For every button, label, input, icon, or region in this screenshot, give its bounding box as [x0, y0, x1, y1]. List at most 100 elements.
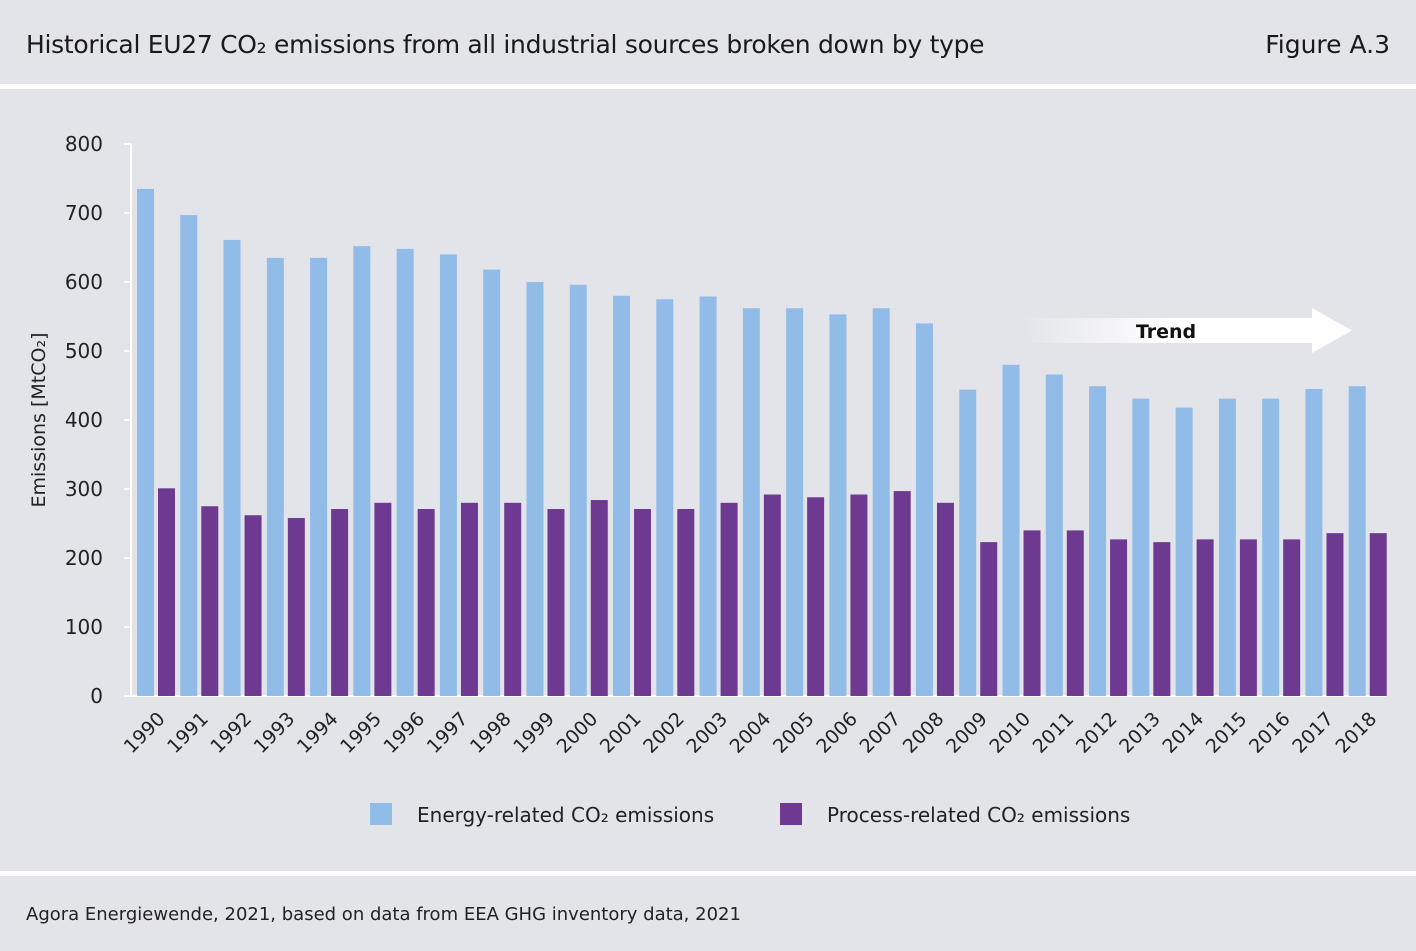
- bar-process: [677, 509, 695, 696]
- trend-annotation: Trend: [1020, 308, 1352, 353]
- bar-process: [1326, 533, 1344, 696]
- y-axis-label: Emissions [MtCO₂]: [28, 333, 50, 508]
- bar-process: [893, 491, 911, 696]
- x-tick-label: 1995: [336, 708, 386, 758]
- x-tick-label: 1994: [293, 708, 343, 758]
- bar-energy: [526, 282, 544, 696]
- x-tick-label: 2004: [726, 708, 776, 758]
- top-divider: [0, 84, 1416, 89]
- bar-energy: [699, 296, 717, 696]
- y-tick-label: 800: [65, 132, 103, 156]
- bar-energy: [1218, 398, 1236, 696]
- x-tick-label: 2009: [942, 708, 992, 758]
- x-tick-label: 2001: [596, 708, 646, 758]
- y-tick-label: 100: [65, 615, 103, 639]
- bar-energy: [353, 246, 371, 696]
- legend-label-process: Process-related CO₂ emissions: [827, 803, 1130, 827]
- x-tick-label: 2002: [639, 708, 689, 758]
- x-tick-label: 2008: [899, 708, 949, 758]
- bar-energy: [872, 308, 890, 696]
- x-tick-label: 1992: [206, 708, 256, 758]
- figure-number: Figure A.3: [1265, 30, 1390, 59]
- trend-label: Trend: [1136, 321, 1196, 343]
- x-tick-label: 2014: [1158, 708, 1208, 758]
- x-tick-label: 2018: [1332, 708, 1382, 758]
- bar-energy: [180, 215, 198, 696]
- bar-process: [1196, 539, 1214, 696]
- y-tick-label: 200: [65, 546, 103, 570]
- trend-arrow: [1020, 308, 1352, 353]
- header: Historical EU27 CO₂ emissions from all i…: [0, 0, 1416, 82]
- bars-group: [137, 188, 1387, 696]
- bar-process: [374, 502, 392, 696]
- x-tick-label: 1990: [120, 708, 170, 758]
- bar-process: [460, 502, 478, 696]
- bar-energy: [786, 308, 804, 696]
- bar-energy: [1045, 374, 1063, 696]
- x-tick-label: 2017: [1288, 708, 1338, 758]
- y-tick-label: 700: [65, 201, 103, 225]
- x-tick-label: 1993: [250, 708, 300, 758]
- bar-process: [1066, 530, 1084, 696]
- legend-swatch-energy: [370, 803, 392, 825]
- bar-process: [504, 502, 522, 696]
- y-tick-label: 600: [65, 270, 103, 294]
- y-tick-label: 500: [65, 339, 103, 363]
- bar-energy: [613, 295, 631, 696]
- bar-energy: [1305, 388, 1323, 696]
- x-tick-label: 2005: [769, 708, 819, 758]
- bar-energy: [656, 299, 674, 696]
- bar-process: [417, 509, 435, 696]
- x-tick-label: 2000: [553, 708, 603, 758]
- bar-energy: [396, 248, 414, 696]
- x-tick-label: 1991: [163, 708, 213, 758]
- bar-energy: [483, 269, 501, 696]
- bar-energy: [1262, 398, 1280, 696]
- bar-process: [287, 517, 305, 696]
- x-tick-label: 2016: [1245, 708, 1295, 758]
- x-tick-label: 1996: [379, 708, 429, 758]
- y-tick-label: 0: [90, 684, 103, 708]
- bar-chart: 0100200300400500600700800199019911992199…: [28, 132, 1387, 827]
- bar-energy: [569, 284, 587, 696]
- bar-process: [763, 494, 781, 696]
- bottom-divider: [0, 871, 1416, 876]
- legend-swatch-process: [780, 803, 802, 825]
- y-tick-label: 300: [65, 477, 103, 501]
- bar-energy: [1132, 398, 1150, 696]
- bar-energy: [266, 257, 284, 696]
- bar-process: [590, 500, 608, 696]
- x-tick-label: 2013: [1115, 708, 1165, 758]
- x-tick-label: 2015: [1202, 708, 1252, 758]
- bar-process: [1239, 539, 1257, 696]
- bar-energy: [959, 389, 977, 696]
- bar-process: [201, 506, 219, 696]
- x-tick-label: 2006: [812, 708, 862, 758]
- bar-process: [634, 509, 652, 696]
- x-tick-label: 2012: [1072, 708, 1122, 758]
- bar-energy: [915, 323, 933, 696]
- bar-process: [807, 497, 825, 696]
- bar-process: [1023, 530, 1041, 696]
- legend: Energy-related CO₂ emissions Process-rel…: [370, 803, 1130, 827]
- page-title: Historical EU27 CO₂ emissions from all i…: [26, 30, 985, 59]
- x-tick-label: 2007: [855, 708, 905, 758]
- bar-energy: [1002, 364, 1020, 696]
- x-tick-label: 1998: [466, 708, 516, 758]
- bar-energy: [829, 314, 847, 696]
- bar-energy: [137, 188, 154, 696]
- x-tick-label: 1999: [509, 708, 559, 758]
- x-tick-label: 1997: [423, 708, 473, 758]
- bar-energy: [439, 254, 457, 696]
- bar-process: [1153, 542, 1171, 696]
- x-tick-label: 2003: [682, 708, 732, 758]
- x-tick-label: 2010: [985, 708, 1035, 758]
- bar-process: [936, 502, 954, 696]
- bar-energy: [223, 239, 241, 696]
- bar-process: [1369, 533, 1387, 696]
- bar-process: [244, 515, 262, 696]
- bar-energy: [742, 308, 760, 696]
- bar-process: [980, 542, 998, 696]
- bar-process: [1283, 539, 1301, 696]
- bar-process: [1110, 539, 1128, 696]
